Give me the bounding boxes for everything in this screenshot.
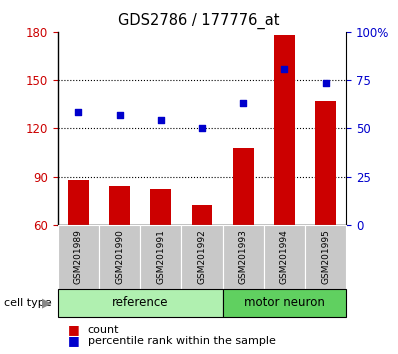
Bar [99, 225, 140, 289]
Bar [315, 101, 336, 225]
Text: percentile rank within the sample: percentile rank within the sample [88, 336, 275, 346]
Text: ▶: ▶ [42, 296, 51, 309]
Text: GSM201989: GSM201989 [74, 229, 83, 284]
Point [158, 118, 164, 123]
Text: cell type: cell type [4, 298, 52, 308]
Point [281, 66, 288, 72]
Bar [192, 205, 212, 225]
Bar [274, 35, 295, 225]
Text: GSM201994: GSM201994 [280, 229, 289, 284]
Text: GDS2786 / 177776_at: GDS2786 / 177776_at [118, 12, 280, 29]
Bar [233, 148, 254, 225]
Text: GSM201990: GSM201990 [115, 229, 124, 284]
Text: GSM201993: GSM201993 [239, 229, 248, 284]
Point [75, 109, 82, 115]
Bar [264, 225, 305, 289]
Bar [150, 189, 171, 225]
Bar [222, 289, 346, 317]
Text: motor neuron: motor neuron [244, 296, 325, 309]
Bar [305, 225, 346, 289]
Bar [181, 225, 222, 289]
Bar [109, 186, 130, 225]
Text: GSM201992: GSM201992 [197, 229, 207, 284]
Bar [58, 225, 99, 289]
Bar [222, 225, 264, 289]
Bar [68, 180, 89, 225]
Bar [140, 225, 181, 289]
Text: GSM201991: GSM201991 [156, 229, 165, 284]
Text: ■: ■ [68, 334, 80, 347]
Point [240, 100, 246, 105]
Text: ■: ■ [68, 324, 80, 336]
Point [199, 125, 205, 131]
Text: count: count [88, 325, 119, 335]
Text: reference: reference [112, 296, 168, 309]
Bar [58, 289, 222, 317]
Text: GSM201995: GSM201995 [321, 229, 330, 284]
Point [322, 80, 329, 86]
Point [116, 113, 123, 118]
